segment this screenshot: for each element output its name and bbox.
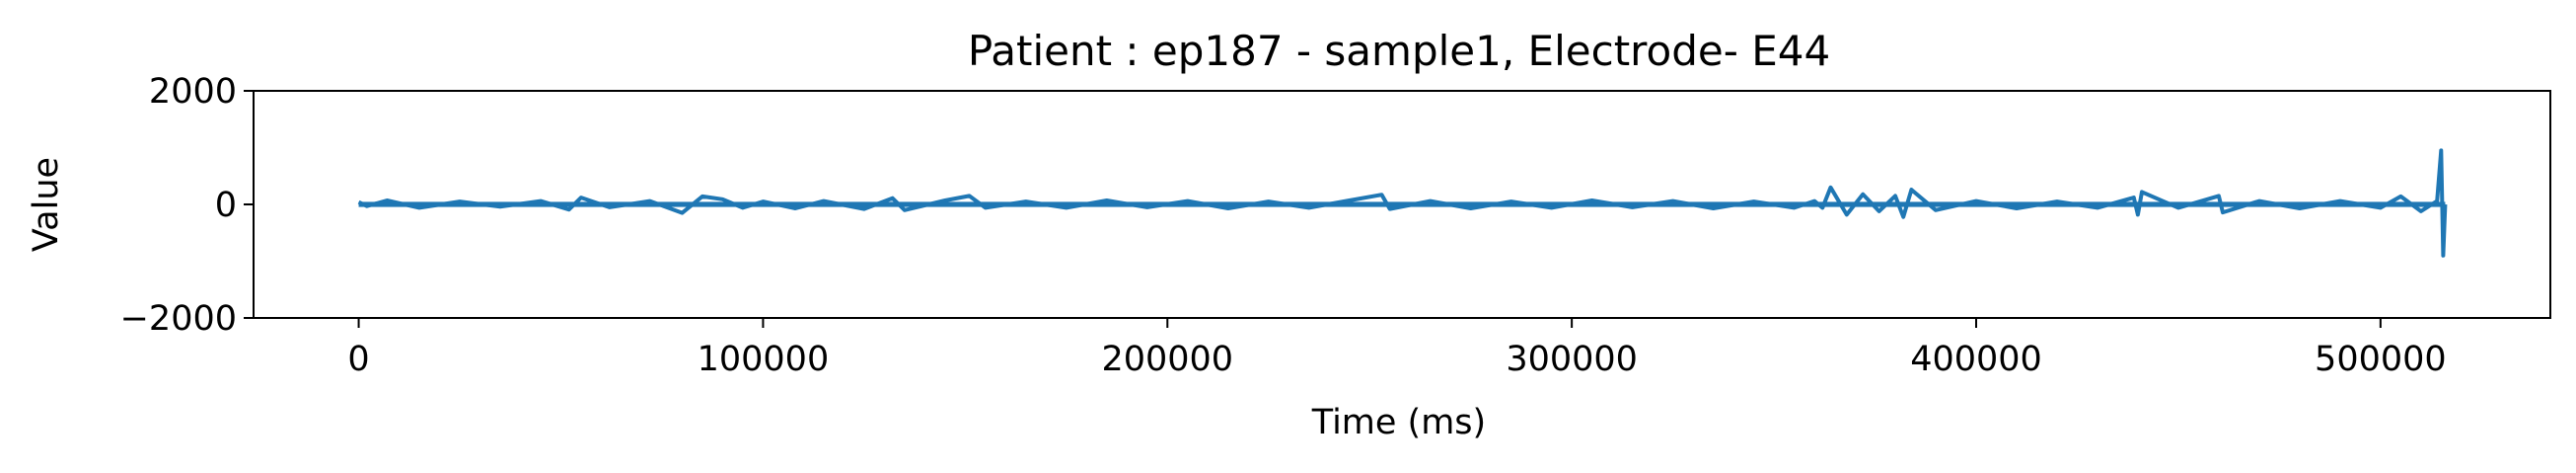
- series-layer: [357, 148, 2448, 258]
- y-tick-label: −2000: [120, 299, 237, 339]
- series-line-0: [357, 148, 2448, 258]
- y-axis: 2000 0 −2000: [120, 72, 254, 339]
- y-tick-label: 2000: [149, 72, 237, 112]
- x-axis: 0 100000 200000 300000 400000 500000: [347, 318, 2447, 379]
- x-axis-label: Time (ms): [1311, 403, 1486, 442]
- x-tick-label: 400000: [1910, 340, 2042, 379]
- x-tick-label: 0: [347, 340, 369, 379]
- y-axis-label: Value: [27, 157, 66, 252]
- chart-title: Patient : ep187 - sample1, Electrode- E4…: [968, 27, 1830, 75]
- signal-noise-band: [358, 201, 2446, 207]
- y-tick-label: 0: [215, 186, 237, 225]
- x-tick-label: 300000: [1506, 340, 1638, 379]
- x-tick-label: 500000: [2315, 340, 2447, 379]
- x-tick-label: 200000: [1101, 340, 1233, 379]
- x-tick-label: 100000: [698, 340, 830, 379]
